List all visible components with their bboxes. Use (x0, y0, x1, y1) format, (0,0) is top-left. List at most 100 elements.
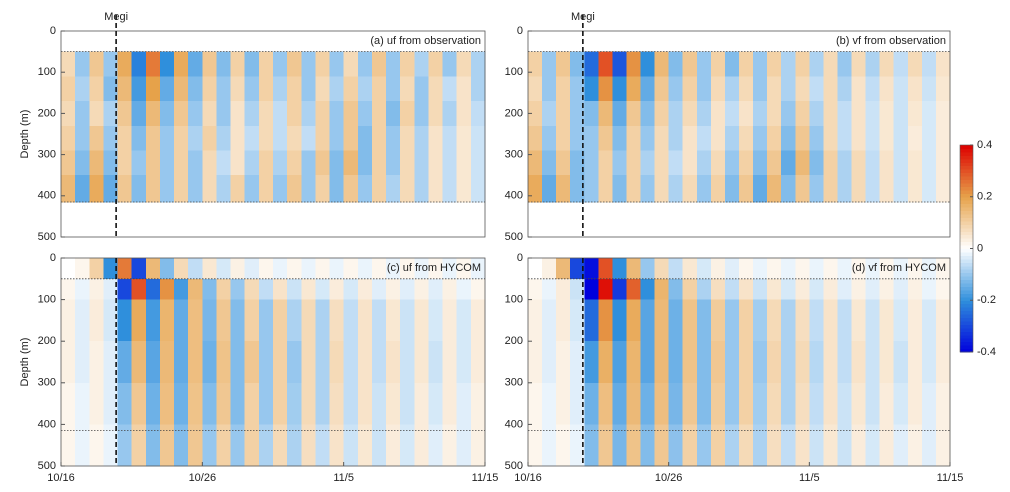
heat-cell (528, 51, 543, 77)
heat-cell (767, 382, 782, 425)
y-axis-label: Depth (m) (19, 110, 31, 159)
heat-cell (823, 175, 839, 203)
heat-cell (400, 175, 415, 203)
heat-cell (893, 299, 909, 342)
heat-cell (556, 150, 571, 176)
heat-cell (809, 125, 824, 152)
heat-cell (767, 299, 782, 342)
heat-cell (131, 125, 147, 152)
heat-cell (442, 175, 458, 203)
heat-cell (357, 424, 373, 467)
heat-cell (542, 382, 557, 425)
heat-cell (612, 424, 628, 467)
heat-cell (710, 150, 726, 176)
heat-cell (315, 299, 331, 342)
heat-cell (343, 51, 359, 77)
heat-cell (428, 278, 444, 301)
heat-cell (428, 258, 444, 280)
colorbar-step (960, 196, 973, 201)
heat-cell (329, 299, 345, 342)
heat-cell (921, 175, 937, 203)
heat-cell (612, 76, 628, 102)
heat-cell (837, 278, 853, 301)
heat-cell (202, 341, 218, 384)
heat-cell (584, 51, 599, 77)
heat-cell (442, 51, 458, 77)
heat-cell (343, 150, 359, 176)
heat-cell (329, 125, 345, 152)
heat-cell (230, 51, 246, 77)
heat-cell (386, 150, 401, 176)
heat-cell (921, 125, 937, 152)
heat-cell (174, 299, 189, 342)
heat-cell (753, 382, 768, 425)
heat-cell (216, 299, 232, 342)
y-tick-label: 100 (38, 66, 56, 78)
heat-cell (809, 382, 824, 425)
heat-cell (287, 341, 302, 384)
heat-cell (216, 341, 232, 384)
heat-cell (301, 258, 316, 280)
heat-cell (371, 150, 387, 176)
heat-cell (584, 150, 599, 176)
colorbar-step (960, 283, 973, 287)
heat-cell (343, 175, 359, 203)
heat-cell (781, 341, 796, 384)
heat-cell (710, 51, 726, 77)
heat-cell (907, 278, 923, 301)
heat-cell (188, 125, 203, 152)
heat-cell (414, 299, 430, 342)
heat-cell (823, 278, 839, 301)
colorbar-step (960, 338, 973, 343)
heat-cell (216, 51, 232, 77)
heat-cell (865, 258, 881, 280)
x-tick-label: 11/5 (799, 472, 820, 484)
heat-cell (696, 101, 712, 127)
heat-cell (428, 150, 444, 176)
heat-cell (724, 424, 740, 467)
heat-cell (795, 125, 810, 152)
heat-cell (470, 258, 486, 280)
heat-cell (823, 424, 839, 467)
heat-cell (159, 258, 175, 280)
heat-cell (612, 258, 628, 280)
heat-cell (442, 341, 458, 384)
heat-cell (935, 101, 951, 127)
heat-cell (258, 76, 274, 102)
heat-cell (556, 424, 571, 467)
heat-cell (343, 258, 359, 280)
heat-cell (371, 76, 387, 102)
heat-cell (75, 278, 90, 301)
heat-cell (244, 51, 260, 77)
heat-cell (301, 125, 316, 152)
heat-cell (893, 424, 909, 467)
heat-cell (781, 382, 796, 425)
colorbar-step (960, 148, 973, 153)
heat-cell (456, 382, 472, 425)
heat-cell (273, 278, 288, 301)
heat-cell (556, 175, 571, 203)
heat-cell (329, 341, 345, 384)
heat-cell (343, 341, 359, 384)
heat-cell (470, 101, 486, 127)
heat-cell (598, 278, 613, 301)
heat-cell (724, 175, 740, 203)
heat-cell (103, 424, 119, 467)
colorbar-step (960, 182, 973, 187)
heat-cell (216, 175, 232, 203)
heat-cell (598, 258, 613, 280)
heat-cell (273, 341, 288, 384)
heat-cell (188, 258, 203, 280)
heat-cell (542, 125, 557, 152)
heat-cell (767, 258, 782, 280)
colorbar-step (960, 155, 973, 160)
heat-cell (626, 76, 642, 102)
heat-cell (414, 125, 430, 152)
heat-cell (61, 278, 76, 301)
heat-cell (244, 175, 260, 203)
heat-cell (89, 150, 104, 176)
heat-cell (61, 258, 76, 280)
heat-cell (258, 382, 274, 425)
heat-cell (612, 150, 628, 176)
heat-cell (696, 51, 712, 77)
